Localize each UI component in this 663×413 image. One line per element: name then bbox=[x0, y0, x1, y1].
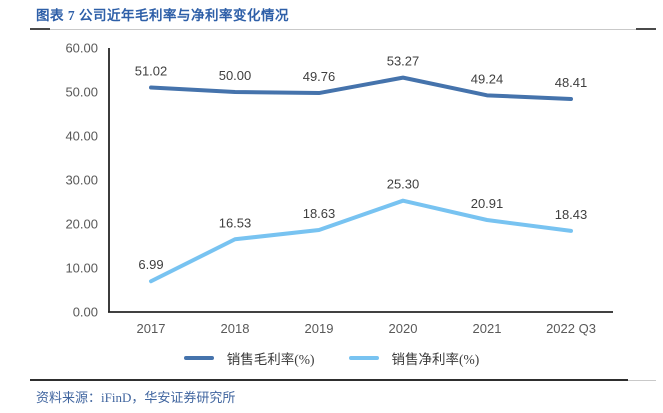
data-label: 6.99 bbox=[138, 257, 163, 272]
y-tick-label: 10.00 bbox=[65, 261, 98, 276]
data-label: 48.41 bbox=[555, 75, 588, 90]
x-axis-label: 2019 bbox=[305, 321, 334, 336]
divider-gray-end-right bbox=[628, 379, 656, 381]
x-axis-label: 2018 bbox=[221, 321, 250, 336]
line-chart: 0.00 10.00 20.00 30.00 40.00 50.00 60.00 2017 20… bbox=[65, 41, 613, 336]
net-margin-line-swatch bbox=[348, 356, 379, 360]
title-divider bbox=[30, 28, 656, 30]
series-line-1 bbox=[149, 198, 573, 284]
legend: 销售毛利率(%) 销售净利率(%) bbox=[0, 348, 663, 368]
x-axis-label: 2021 bbox=[473, 321, 502, 336]
data-label: 25.30 bbox=[387, 177, 420, 192]
series-line-0 bbox=[149, 75, 573, 101]
source-divider bbox=[30, 379, 656, 381]
legend-label-gross-margin: 销售毛利率(%) bbox=[226, 352, 315, 367]
data-label: 16.53 bbox=[219, 215, 252, 230]
divider-dark-line bbox=[30, 379, 628, 381]
x-axis-label: 2020 bbox=[389, 321, 418, 336]
y-tick-label: 60.00 bbox=[65, 41, 98, 56]
legend-item-net-margin: 销售净利率(%) bbox=[348, 348, 480, 368]
x-axis-label: 2022 Q3 bbox=[546, 321, 596, 336]
legend-label-net-margin: 销售净利率(%) bbox=[391, 352, 480, 367]
data-label: 18.43 bbox=[555, 207, 588, 222]
figure-title: 图表 7 公司近年毛利率与净利率变化情况 bbox=[36, 8, 289, 23]
data-label: 49.24 bbox=[471, 71, 504, 86]
data-label: 51.02 bbox=[135, 64, 168, 79]
divider-gray-line bbox=[50, 28, 636, 30]
data-source-note: 资料来源：iFinD，华安证券研究所 bbox=[36, 390, 236, 405]
y-tick-label: 40.00 bbox=[65, 129, 98, 144]
y-tick-label: 50.00 bbox=[65, 85, 98, 100]
data-label: 49.76 bbox=[303, 69, 336, 84]
x-axis-label: 2017 bbox=[137, 321, 166, 336]
data-label: 18.63 bbox=[303, 206, 336, 221]
y-tick-label: 30.00 bbox=[65, 173, 98, 188]
data-label: 20.91 bbox=[471, 196, 504, 211]
y-tick-label: 20.00 bbox=[65, 217, 98, 232]
data-label: 50.00 bbox=[219, 68, 252, 83]
divider-dark-end-right bbox=[636, 28, 656, 30]
legend-item-gross-margin: 销售毛利率(%) bbox=[183, 348, 315, 368]
gross-margin-line-swatch bbox=[183, 356, 214, 360]
y-tick-label: 0.00 bbox=[73, 305, 98, 320]
divider-dark-end-left bbox=[30, 28, 50, 30]
data-label: 53.27 bbox=[387, 54, 420, 69]
